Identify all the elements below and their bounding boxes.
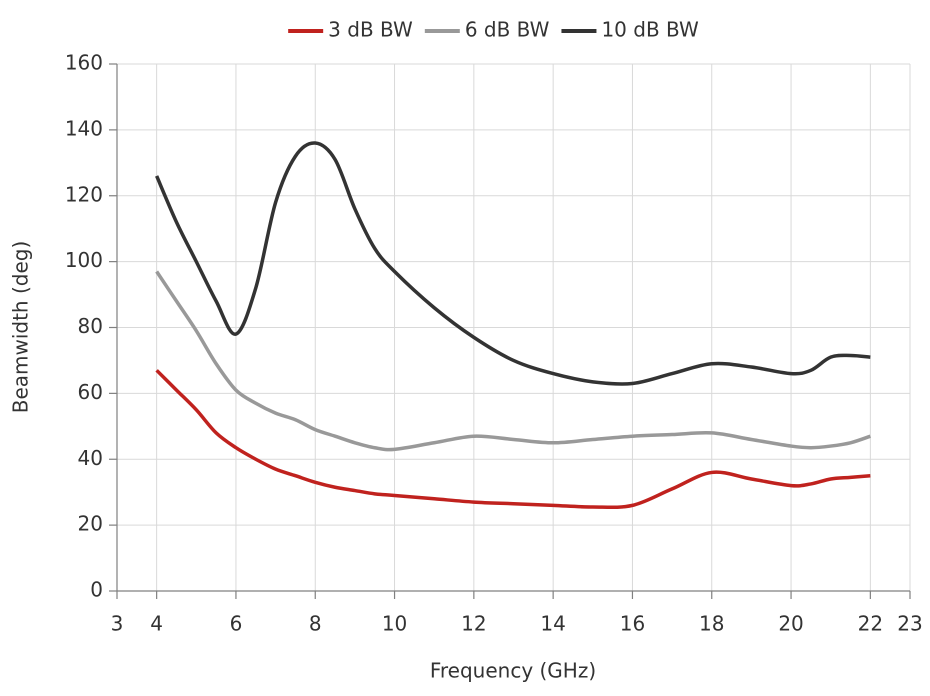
y-tick-label: 100 <box>65 248 103 272</box>
y-tick-label: 160 <box>65 51 103 75</box>
data-line <box>155 369 871 510</box>
legend-label: 10 dB BW <box>601 18 699 42</box>
y-tick-label: 120 <box>65 182 103 206</box>
y-axis-label: Beamwidth (deg) <box>9 241 33 414</box>
data-line <box>155 141 871 386</box>
y-tick-label: 20 <box>78 512 103 536</box>
x-tick-label: 23 <box>897 612 922 636</box>
x-tick-label: 20 <box>778 612 803 636</box>
legend-label: 6 dB BW <box>465 18 550 42</box>
legend-label: 3 dB BW <box>328 18 413 42</box>
y-tick-label: 140 <box>65 116 103 140</box>
y-tick-label: 0 <box>90 578 103 602</box>
x-tick-label: 6 <box>230 612 243 636</box>
x-tick-label: 14 <box>540 612 565 636</box>
x-tick-label: 8 <box>309 612 322 636</box>
x-tick-label: 3 <box>111 612 124 636</box>
x-tick-label: 10 <box>382 612 407 636</box>
x-tick-label: 12 <box>461 612 486 636</box>
x-axis-label: Frequency (GHz) <box>430 659 596 683</box>
y-tick-label: 40 <box>78 446 103 470</box>
x-tick-label: 4 <box>150 612 163 636</box>
data-line <box>155 270 871 452</box>
x-tick-label: 16 <box>620 612 645 636</box>
x-tick-label: 22 <box>858 612 883 636</box>
y-tick-label: 80 <box>78 314 103 338</box>
y-tick-label: 60 <box>78 380 103 404</box>
x-tick-label: 18 <box>699 612 724 636</box>
